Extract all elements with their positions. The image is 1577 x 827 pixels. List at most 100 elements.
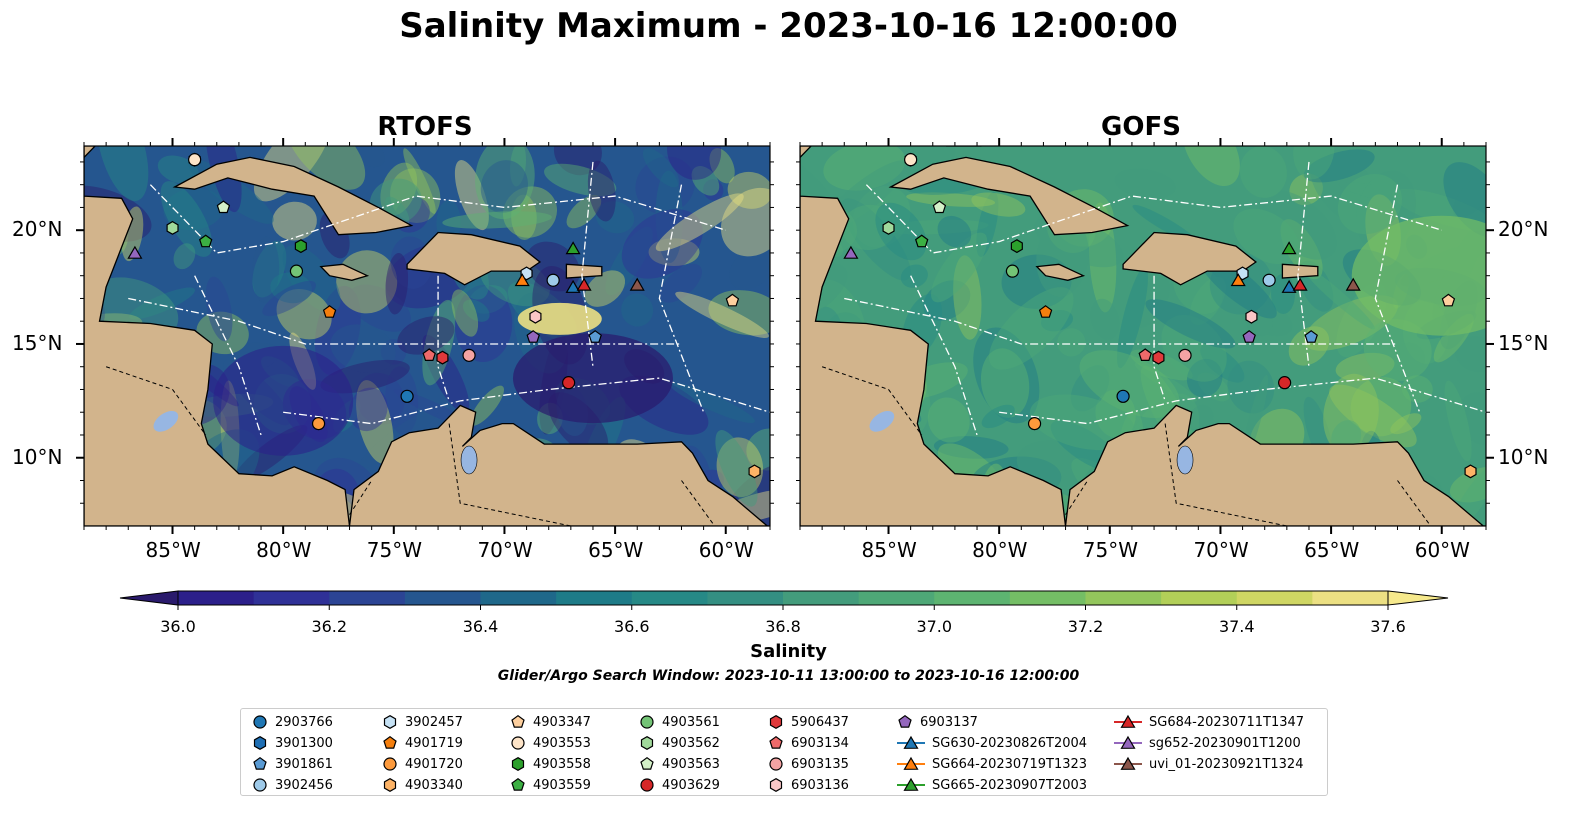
lat-tick-label: 20°N [1498, 217, 1549, 242]
marker-2903766 [400, 389, 414, 403]
marker-SG630-20230826T2004 [1281, 279, 1297, 293]
legend-label: 2903766 [275, 714, 333, 730]
marker-sg652-20230901T1200 [843, 245, 859, 259]
lon-tick-label: 65°W [588, 538, 644, 562]
eez-boundary [283, 377, 770, 425]
legend-item: 6903137 [896, 712, 978, 732]
marker-6903134 [422, 348, 436, 361]
marker-6903134 [1138, 348, 1152, 361]
legend: 2903766 3901300 3901861 3902456 3902457 49017… [240, 708, 1328, 796]
map-frame [799, 145, 1487, 527]
marker-4903340 [748, 464, 761, 479]
colorbar-bin [631, 591, 708, 605]
colorbar-extend-low [119, 590, 179, 606]
marker-SG664-20230719T1323 [1230, 273, 1246, 287]
legend-item: 6903136 [767, 775, 849, 795]
marker-4901719 [1038, 305, 1053, 318]
lon-tick-label: 75°W [1082, 538, 1139, 562]
eez-boundary [658, 184, 705, 413]
lake [153, 410, 179, 432]
country-border [1397, 480, 1432, 526]
legend-label: SG630-20230826T2004 [932, 735, 1088, 751]
legend-item: 4903559 [509, 775, 591, 795]
legend-marker [897, 756, 925, 770]
legend-label: SG664-20230719T1323 [932, 756, 1088, 772]
marker-3901861 [1304, 330, 1318, 343]
legend-label: 4903347 [533, 714, 591, 730]
marker-5906437 [436, 350, 449, 365]
colorbar-bin [480, 591, 557, 605]
lake [1176, 445, 1194, 475]
legend-label: 4903340 [405, 777, 463, 793]
colorbar-bin [329, 591, 406, 605]
search-window-note: Glider/Argo Search Window: 2023-10-11 13… [497, 668, 1080, 684]
marker-SG664-20230719T1323 [514, 273, 530, 287]
legend-marker [769, 757, 783, 771]
marker-5906437 [1152, 350, 1165, 365]
legend-item: 4901720 [381, 754, 463, 774]
legend-item: SG684-20230711T1347 [1113, 712, 1304, 732]
legend-label: 6903135 [791, 756, 849, 772]
marker-4903559 [914, 234, 929, 248]
marker-4903562 [166, 220, 179, 235]
lon-tick-label: 80°W [256, 538, 312, 562]
marker-4903561 [289, 264, 304, 278]
lon-tick-label: 80°W [972, 538, 1028, 562]
legend-label: 4903562 [662, 735, 720, 751]
land-mass [172, 156, 414, 236]
colorbar-tick-label: 36.0 [160, 617, 196, 636]
legend-label: 3902457 [405, 714, 463, 730]
legend-marker [640, 778, 654, 792]
legend-label: 5906437 [791, 714, 849, 730]
country-border [448, 423, 571, 526]
panel-title-gofs: GOFS [1101, 112, 1181, 142]
legend-marker [383, 778, 397, 792]
colorbar-bin [1085, 591, 1162, 605]
marker-4903559 [198, 234, 213, 248]
legend-item: SG664-20230719T1323 [896, 754, 1087, 774]
lake [869, 410, 895, 432]
legend-label: SG684-20230711T1347 [1149, 714, 1305, 730]
legend-label: 4903558 [533, 756, 591, 772]
panel-title-rtofs: RTOFS [377, 112, 473, 142]
legend-marker [383, 715, 397, 729]
legend-item: 4901719 [381, 733, 463, 753]
marker-4901720 [311, 417, 326, 431]
lat-tick-label: 15°N [12, 330, 63, 355]
legend-label: 6903136 [791, 777, 849, 793]
marker-4903558 [294, 239, 307, 254]
land-mass [888, 156, 1130, 236]
marker-4903561 [1005, 264, 1020, 278]
land-mass [84, 146, 351, 526]
marker-SG665-20230907T2003 [1281, 241, 1297, 255]
legend-item: 3902457 [381, 712, 463, 732]
marker-4901720 [1027, 417, 1042, 431]
marker-4901719 [322, 305, 337, 318]
colorbar-tick-label: 36.6 [613, 617, 650, 636]
marker-6903135 [462, 348, 476, 362]
colorbar-bin [1161, 591, 1238, 605]
eez-boundary [865, 184, 1442, 254]
land-mass [319, 263, 370, 281]
eez-boundary [194, 275, 262, 436]
eez-boundary [910, 275, 978, 436]
lon-tick-label: 70°W [477, 538, 533, 562]
legend-label: 4901720 [405, 756, 463, 772]
legend-label: 3901861 [275, 756, 333, 772]
legend-label: 4903563 [662, 756, 720, 772]
legend-item: 6903134 [767, 733, 849, 753]
lon-tick-label: 70°W [1193, 538, 1249, 562]
legend-marker [897, 735, 925, 749]
legend-label: 3901300 [275, 735, 333, 751]
legend-label: 3902456 [275, 777, 333, 793]
land-mass [1035, 263, 1086, 281]
marker-SG665-20230907T2003 [565, 241, 581, 255]
lon-tick-label: 65°W [1304, 538, 1360, 562]
colorbar-bin [556, 591, 633, 605]
eez-boundary [149, 184, 726, 254]
land-mass [800, 146, 813, 159]
legend-label: 4903629 [662, 777, 720, 793]
marker-4903553 [188, 153, 202, 167]
eez-boundary [581, 161, 594, 367]
legend-label: uvi_01-20230921T1324 [1149, 756, 1304, 772]
